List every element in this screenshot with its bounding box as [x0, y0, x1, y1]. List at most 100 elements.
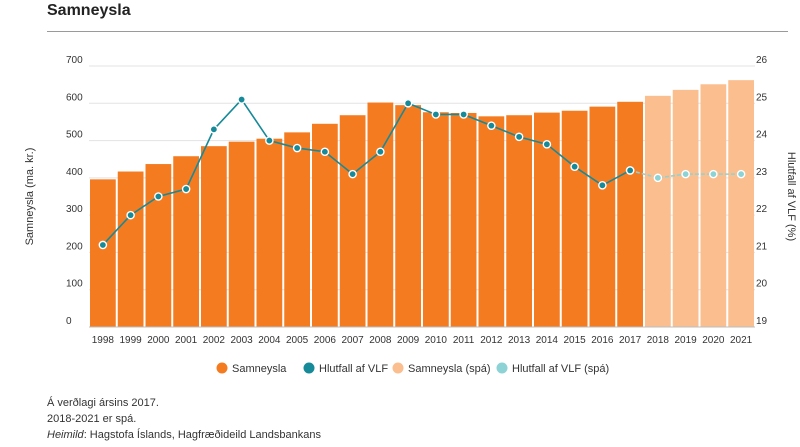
y2-axis-title: Hlutfall af VLF (%): [785, 152, 797, 241]
x-tick-label: 2001: [175, 335, 198, 346]
line-point: [431, 110, 441, 119]
y2-tick-label: 22: [756, 204, 768, 215]
line-point: [209, 125, 219, 134]
x-tick-label: 1998: [92, 335, 115, 346]
bar-forecast: [700, 84, 727, 328]
line-point: [154, 192, 163, 201]
bar: [617, 101, 643, 328]
y-tick-label: 400: [66, 167, 83, 178]
y2-tick-label: 20: [756, 279, 768, 290]
bar: [117, 171, 144, 327]
y-tick-label: 0: [66, 316, 72, 327]
line-point-forecast: [709, 169, 718, 179]
y2-tick-label: 24: [756, 130, 768, 141]
bar: [367, 102, 394, 327]
line-point: [181, 184, 191, 194]
x-tick-label: 2010: [425, 335, 448, 346]
y-tick-label: 600: [66, 92, 83, 103]
note-forecast: 2018-2021 er spá.: [47, 413, 137, 425]
legend-swatch: [303, 362, 315, 374]
x-tick-label: 2003: [231, 335, 254, 346]
bar: [256, 138, 283, 327]
line-point-forecast: [653, 173, 663, 183]
line-point: [265, 136, 274, 145]
line-point: [98, 240, 108, 250]
legend-label: Samneysla: [232, 363, 287, 375]
legend-swatch: [216, 362, 228, 374]
x-tick-label: 2013: [508, 335, 531, 346]
legend-label: Samneysla (spá): [408, 363, 491, 375]
line-point: [292, 143, 302, 153]
x-tick-label: 1999: [120, 335, 143, 346]
y2-tick-label: 25: [756, 92, 768, 103]
source-label: Heimild: [47, 429, 84, 441]
y2-tick-label: 21: [756, 241, 768, 252]
x-tick-label: 2012: [480, 335, 503, 346]
y2-tick-label: 23: [756, 167, 768, 178]
bar: [228, 141, 255, 327]
x-tick-label: 2018: [647, 335, 670, 346]
source-text: : Hagstofa Íslands, Hagfræðideild Landsb…: [83, 429, 321, 441]
title-divider: [47, 31, 788, 32]
x-tick-label: 2004: [258, 335, 281, 346]
y-tick-label: 700: [66, 55, 83, 66]
x-tick-label: 2015: [564, 335, 587, 346]
x-tick-label: 2011: [453, 335, 475, 346]
line-point: [487, 121, 496, 130]
x-tick-label: 2016: [591, 335, 614, 346]
bar: [284, 132, 310, 327]
bar: [478, 116, 505, 327]
line-point: [320, 147, 330, 157]
line-point-forecast: [736, 169, 746, 179]
bar: [90, 179, 116, 327]
legend-label: Hlutfall af VLF: [319, 363, 388, 375]
chart: 0 19 100 20 200 21 300 22 400 23 500 24 600 25 700 26 Sa…: [24, 55, 797, 375]
line-point: [126, 210, 135, 220]
bar: [339, 115, 366, 328]
y2-tick-label: 26: [756, 55, 768, 66]
note-price-level: Á verðlagi ársins 2017.: [47, 397, 159, 409]
page-title: Samneysla: [47, 2, 131, 19]
y-axis-title: Samneysla (ma. kr.): [24, 148, 36, 246]
bar: [145, 164, 172, 327]
legend-swatch: [496, 362, 508, 374]
line-point: [598, 181, 607, 190]
line-point: [348, 169, 357, 179]
bar: [506, 115, 532, 328]
note-source: Heimild: Hagstofa Íslands, Hagfræðideild…: [47, 429, 321, 441]
bar: [201, 146, 227, 327]
line-point: [403, 98, 413, 108]
bar: [589, 106, 616, 328]
line-point: [625, 166, 635, 175]
y-tick-label: 300: [66, 204, 83, 215]
x-tick-label: 2006: [314, 335, 337, 346]
x-tick-label: 2005: [286, 335, 309, 346]
line-point: [570, 162, 579, 171]
x-tick-label: 2008: [369, 335, 392, 346]
x-tick-label: 2014: [536, 335, 559, 346]
x-tick-label: 2021: [730, 335, 753, 346]
line-point-forecast: [681, 169, 690, 179]
x-tick-label: 2009: [397, 335, 420, 346]
legend-label: Hlutfall af VLF (spá): [512, 363, 609, 375]
bar: [395, 105, 421, 328]
legend-swatch: [392, 362, 404, 374]
x-tick-label: 2007: [342, 335, 365, 346]
bar-forecast: [728, 80, 754, 327]
x-tick-label: 2017: [619, 335, 642, 346]
line-point: [376, 147, 385, 157]
y-tick-label: 500: [66, 130, 83, 141]
bar: [173, 156, 199, 327]
x-tick-label: 2019: [675, 335, 698, 346]
line-point: [459, 110, 468, 119]
line-point: [514, 132, 524, 142]
bar-forecast: [672, 89, 699, 327]
bar: [450, 112, 477, 327]
x-tick-label: 2000: [147, 335, 170, 346]
line-point: [542, 139, 552, 149]
x-tick-label: 2002: [203, 335, 226, 346]
y-tick-label: 200: [66, 241, 83, 252]
bar: [423, 112, 449, 327]
bar-forecast: [645, 95, 671, 327]
y2-tick-label: 19: [756, 316, 768, 327]
